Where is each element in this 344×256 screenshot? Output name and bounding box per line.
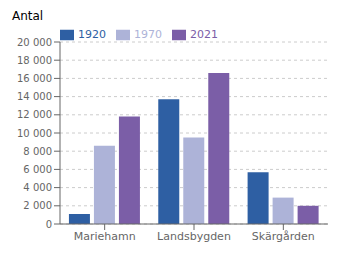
svg-text:Skärgården: Skärgården [252,230,315,243]
svg-text:Mariehamn: Mariehamn [74,230,136,243]
svg-text:20 000: 20 000 [17,37,52,48]
svg-text:12 000: 12 000 [17,109,52,120]
svg-text:14 000: 14 000 [17,91,52,102]
html-text:1970: 1970 [134,28,162,41]
svg-text:16 000: 16 000 [17,73,52,84]
svg-text:18 000: 18 000 [17,55,52,66]
svg-text:2 000: 2 000 [23,200,52,211]
html-text:2021: 2021 [190,28,218,41]
svg-text:8 000: 8 000 [23,146,52,157]
svg-text:6 000: 6 000 [23,164,52,175]
svg-text:0: 0 [46,219,52,230]
html-text:Antal: Antal [12,9,44,23]
svg-text:Landsbygden: Landsbygden [157,230,231,243]
svg-text:4 000: 4 000 [23,182,52,193]
html-text:1920: 1920 [78,28,106,41]
svg-text:10 000: 10 000 [17,128,52,139]
